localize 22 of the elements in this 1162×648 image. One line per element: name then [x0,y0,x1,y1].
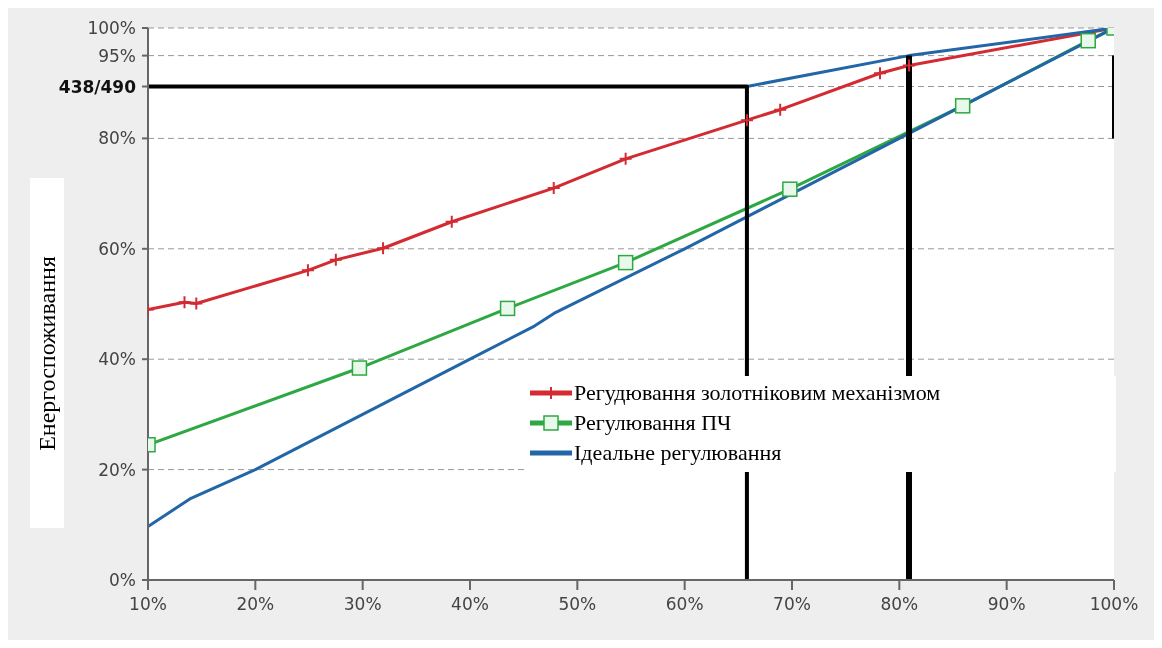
y-tick-label: 60% [98,238,136,259]
x-tick-label: 70% [773,594,811,615]
x-tick-label: 20% [236,594,275,615]
legend-label: Ідеальне регулювання [574,440,782,466]
x-tick-label: 80% [880,594,919,615]
x-tick-label: 50% [558,594,597,615]
x-tick-label: 10% [129,594,167,615]
x-tick-label: 30% [343,594,382,615]
y-tick-label: 100% [87,18,136,38]
y-tick-label: 40% [98,349,136,370]
x-tick-label: 90% [987,594,1026,615]
x-tick-label: 100% [1089,594,1139,615]
y-tick-label: 20% [98,459,136,480]
y-tick-label: 95% [98,45,136,66]
y-axis-title: Енергоспоживання [33,255,61,451]
y-tick-label: 0% [109,570,136,590]
y-tick-label: 80% [98,128,136,149]
legend-label: Регулювання ПЧ [574,410,732,436]
x-tick-label: 40% [451,594,489,615]
x-tick-label: 60% [665,594,704,615]
y-tick-label: 438/490 [58,76,137,97]
legend-label: Регудювання золотніковим механізмом [574,380,941,406]
